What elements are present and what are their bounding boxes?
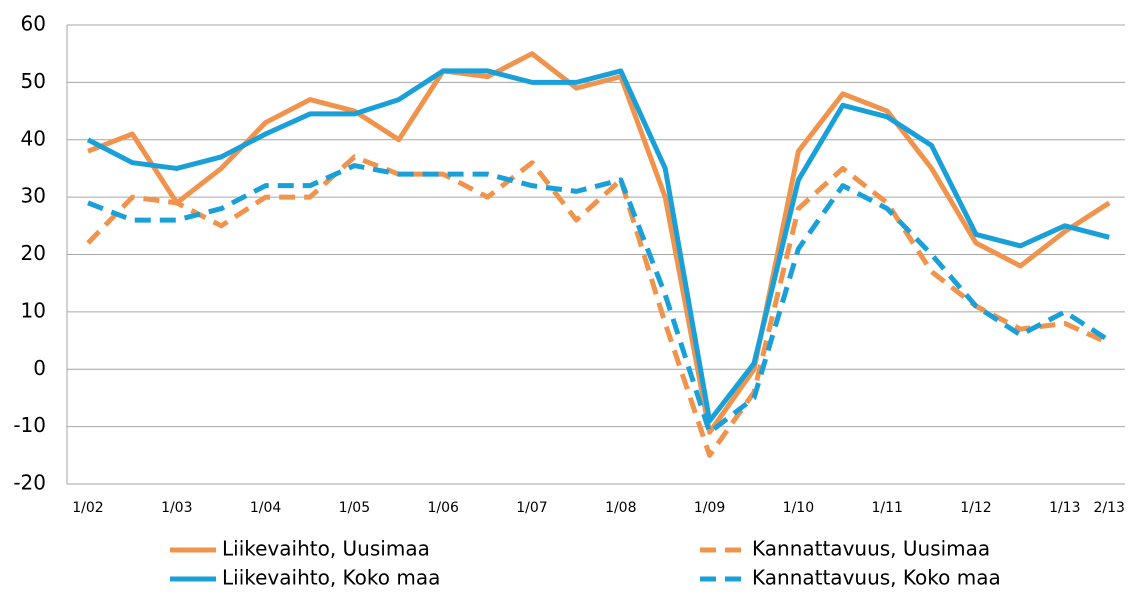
x-tick-label: 2/13 <box>1093 500 1124 516</box>
series-line <box>86 68 1110 424</box>
x-tick-label: 1/09 <box>694 500 725 516</box>
x-tick-label: 1/02 <box>72 500 103 516</box>
y-tick-label: 60 <box>21 12 46 36</box>
y-tick-label: 30 <box>21 184 46 208</box>
legend-label: Liikevaihto, Koko maa <box>222 566 440 590</box>
x-tick-label: 1/13 <box>1049 500 1080 516</box>
x-tick-label: 1/11 <box>871 500 902 516</box>
x-tick-label: 1/10 <box>783 500 814 516</box>
x-tick-label: 1/12 <box>960 500 991 516</box>
y-tick-label: 50 <box>21 69 46 93</box>
y-tick-label: -20 <box>13 471 46 495</box>
x-tick-label: 1/06 <box>427 500 459 516</box>
series-line <box>87 51 1111 435</box>
legend-label: Liikevaihto, Uusimaa <box>222 537 430 561</box>
x-tick-label: 1/04 <box>250 500 282 516</box>
x-tick-label: 1/07 <box>516 500 547 516</box>
y-tick-label: 10 <box>21 298 46 322</box>
legend-label: Kannattavuus, Uusimaa <box>752 537 990 561</box>
y-tick-label: 0 <box>33 356 46 380</box>
legend-label: Kannattavuus, Koko maa <box>752 566 1001 590</box>
x-tick-label: 1/08 <box>605 500 636 516</box>
y-tick-label: 20 <box>21 241 46 265</box>
series-line <box>86 154 1111 458</box>
series-line <box>87 163 1111 435</box>
x-tick-label: 1/03 <box>161 500 192 516</box>
x-tick-label: 1/05 <box>339 500 370 516</box>
y-tick-label: 40 <box>21 126 46 150</box>
y-tick-label: -10 <box>13 413 46 437</box>
